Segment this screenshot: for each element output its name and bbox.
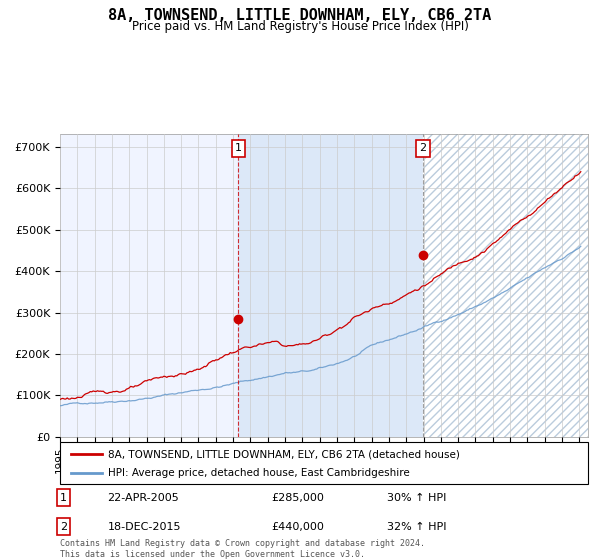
Bar [238,134,423,437]
Bar [423,134,588,437]
Text: 8A, TOWNSEND, LITTLE DOWNHAM, ELY, CB6 2TA (detached house): 8A, TOWNSEND, LITTLE DOWNHAM, ELY, CB6 2… [107,449,460,459]
Text: 1: 1 [60,492,67,502]
Text: 22-APR-2005: 22-APR-2005 [107,492,179,502]
Text: 2: 2 [419,143,427,153]
Text: £440,000: £440,000 [271,521,324,531]
Text: 30% ↑ HPI: 30% ↑ HPI [388,492,447,502]
Text: £285,000: £285,000 [271,492,324,502]
Text: 8A, TOWNSEND, LITTLE DOWNHAM, ELY, CB6 2TA: 8A, TOWNSEND, LITTLE DOWNHAM, ELY, CB6 2… [109,8,491,24]
Bar [423,134,588,437]
Text: HPI: Average price, detached house, East Cambridgeshire: HPI: Average price, detached house, East… [107,468,409,478]
Text: 32% ↑ HPI: 32% ↑ HPI [388,521,447,531]
Text: 2: 2 [60,521,67,531]
Text: 1: 1 [235,143,242,153]
Text: Contains HM Land Registry data © Crown copyright and database right 2024.
This d: Contains HM Land Registry data © Crown c… [60,539,425,559]
Text: Price paid vs. HM Land Registry's House Price Index (HPI): Price paid vs. HM Land Registry's House … [131,20,469,32]
FancyBboxPatch shape [60,442,588,484]
Text: 18-DEC-2015: 18-DEC-2015 [107,521,181,531]
